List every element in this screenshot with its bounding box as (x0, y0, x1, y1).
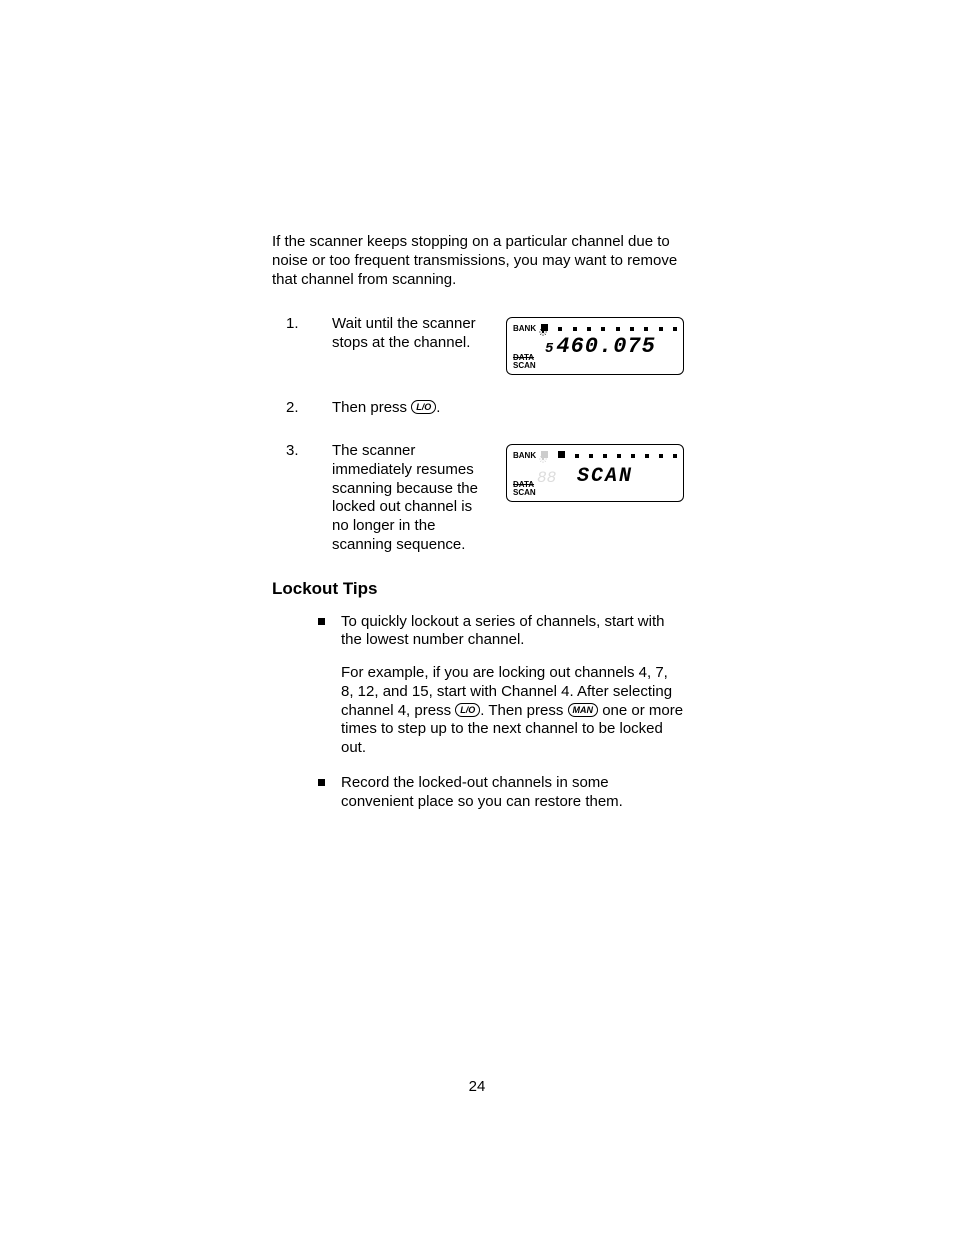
ghost-digits: 88 (537, 469, 556, 487)
step-number: 2. (272, 399, 332, 416)
step-number: 1. (272, 315, 332, 332)
step-number: 3. (272, 442, 332, 459)
bullet-icon (318, 779, 325, 786)
bullet-icon (318, 618, 325, 625)
scan-readout: SCAN (577, 465, 633, 488)
bank-label: BANK (513, 451, 536, 460)
step-1: 1. Wait until the scanner stops at the c… (272, 315, 684, 375)
tips-list: To quickly lockout a series of channels,… (272, 613, 684, 812)
lo-button-icon: L/O (455, 703, 480, 717)
page-number: 24 (0, 1078, 954, 1095)
step-3: 3. The scanner immediately resumes scann… (272, 442, 684, 555)
lockout-tips-heading: Lockout Tips (272, 579, 684, 599)
data-scan-label: DATA SCAN (513, 481, 536, 497)
tip-1: To quickly lockout a series of channels,… (318, 613, 684, 758)
bank-label: BANK (513, 324, 536, 333)
bank-dots (541, 326, 677, 331)
bank-dots (541, 453, 677, 458)
lcd-display-2: BANK 88 SCAN DATA SCAN (506, 444, 684, 502)
steps-list: 1. Wait until the scanner stops at the c… (272, 315, 684, 554)
data-scan-label: DATA SCAN (513, 354, 536, 370)
frequency-readout: 5460.075 (545, 334, 656, 359)
intro-paragraph: If the scanner keeps stopping on a parti… (272, 233, 684, 289)
step-2: 2. Then press L/O. (272, 399, 684, 418)
lo-button-icon: L/O (411, 400, 436, 414)
step-text: Then press L/O. (332, 399, 684, 418)
step-text: The scanner immediately resumes scanning… (332, 442, 486, 555)
lcd-display-1: BANK 5460.075 DATA SCAN (506, 317, 684, 375)
man-button-icon: MAN (568, 703, 599, 717)
tip-2: Record the locked-out channels in some c… (318, 774, 684, 812)
step-text: Wait until the scanner stops at the chan… (332, 315, 486, 353)
